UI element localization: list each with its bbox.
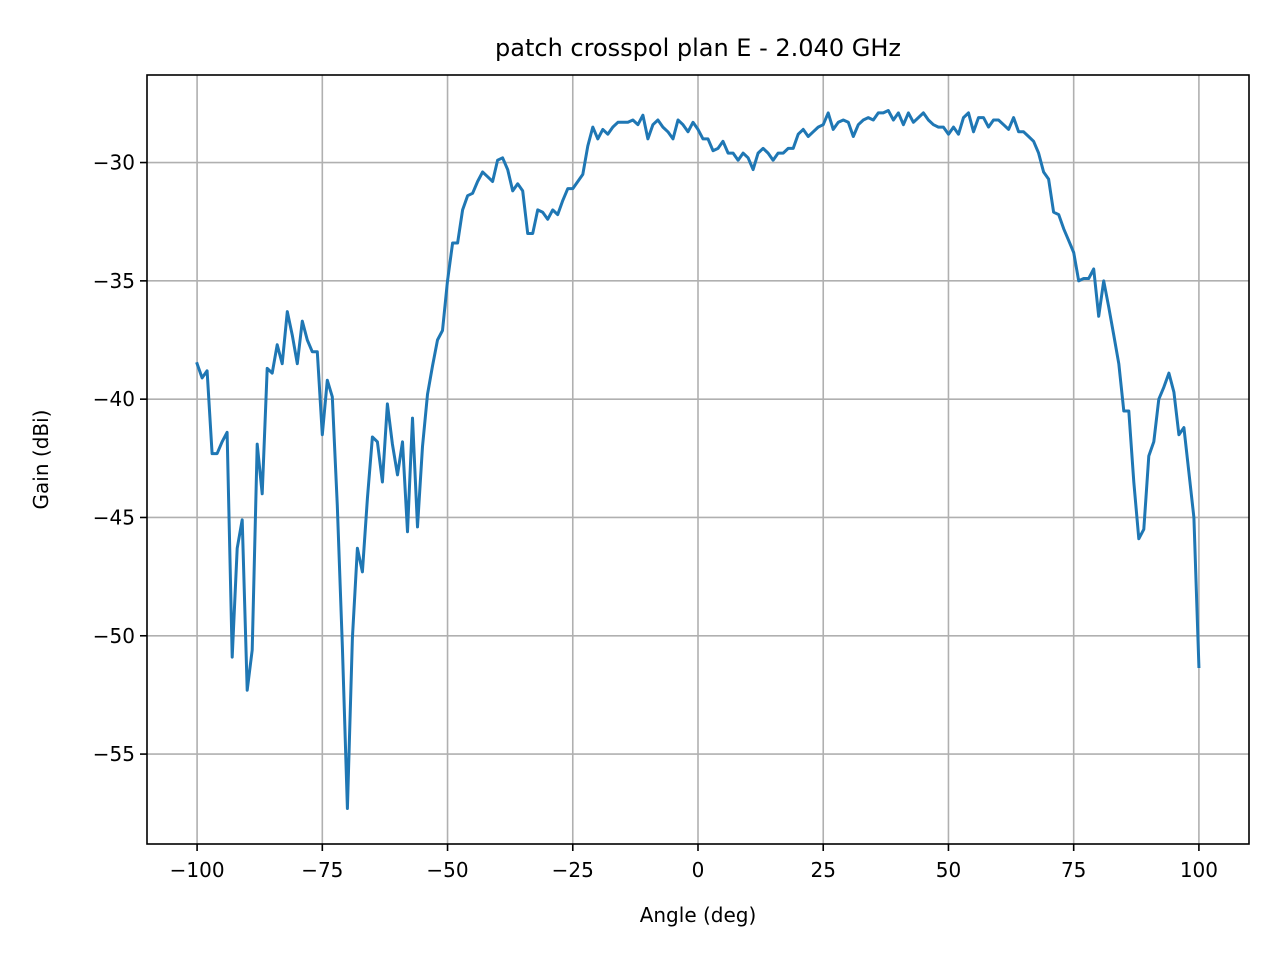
y-tick-label: −35 — [93, 269, 135, 293]
x-tick-label: 25 — [811, 858, 836, 882]
y-tick-label: −55 — [93, 742, 135, 766]
y-tick-label: −30 — [93, 151, 135, 175]
x-tick-label: 0 — [692, 858, 705, 882]
x-tick-label: −50 — [426, 858, 468, 882]
x-axis-label: Angle (deg) — [640, 903, 757, 927]
grid-lines — [147, 75, 1249, 844]
series-line — [195, 109, 1201, 810]
chart-title: patch crosspol plan E - 2.040 GHz — [495, 34, 901, 62]
y-tick-label: −50 — [93, 624, 135, 648]
y-axis-label: Gain (dBi) — [29, 410, 53, 510]
x-tick-label: 100 — [1180, 858, 1218, 882]
x-tick-label: −25 — [552, 858, 594, 882]
x-tick-label: −100 — [170, 858, 225, 882]
x-tick-label: 75 — [1061, 858, 1086, 882]
axis-ticks: −100 −75 −50 −25 0 25 50 75 100 −55 −50 −45 −40 −35 −3… — [93, 151, 1218, 882]
y-tick-label: −45 — [93, 505, 135, 529]
x-tick-label: 50 — [936, 858, 961, 882]
y-tick-label: −40 — [93, 387, 135, 411]
data-series — [195, 109, 1201, 810]
x-tick-label: −75 — [301, 858, 343, 882]
